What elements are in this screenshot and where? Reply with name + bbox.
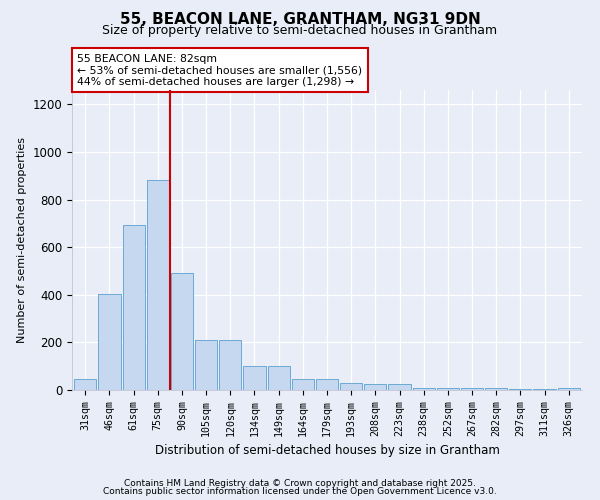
Bar [292,380,314,390]
Bar [413,388,435,390]
Bar [437,388,459,390]
Bar [98,294,121,390]
Bar [316,380,338,390]
Text: Contains public sector information licensed under the Open Government Licence v3: Contains public sector information licen… [103,487,497,496]
Y-axis label: Number of semi-detached properties: Number of semi-detached properties [17,137,27,343]
Bar [388,384,410,390]
Bar [364,384,386,390]
Bar [557,388,580,390]
Text: 55, BEACON LANE, GRANTHAM, NG31 9DN: 55, BEACON LANE, GRANTHAM, NG31 9DN [119,12,481,28]
Bar [340,383,362,390]
Bar [146,180,169,390]
Bar [268,366,290,390]
Bar [533,389,556,390]
Text: 55 BEACON LANE: 82sqm
← 53% of semi-detached houses are smaller (1,556)
44% of s: 55 BEACON LANE: 82sqm ← 53% of semi-deta… [77,54,362,87]
Bar [461,388,483,390]
X-axis label: Distribution of semi-detached houses by size in Grantham: Distribution of semi-detached houses by … [155,444,499,457]
Bar [74,380,97,390]
Bar [219,340,241,390]
Text: Contains HM Land Registry data © Crown copyright and database right 2025.: Contains HM Land Registry data © Crown c… [124,478,476,488]
Bar [485,388,508,390]
Text: Size of property relative to semi-detached houses in Grantham: Size of property relative to semi-detach… [103,24,497,37]
Bar [195,340,217,390]
Bar [244,366,266,390]
Bar [122,224,145,390]
Bar [171,274,193,390]
Bar [509,389,532,390]
